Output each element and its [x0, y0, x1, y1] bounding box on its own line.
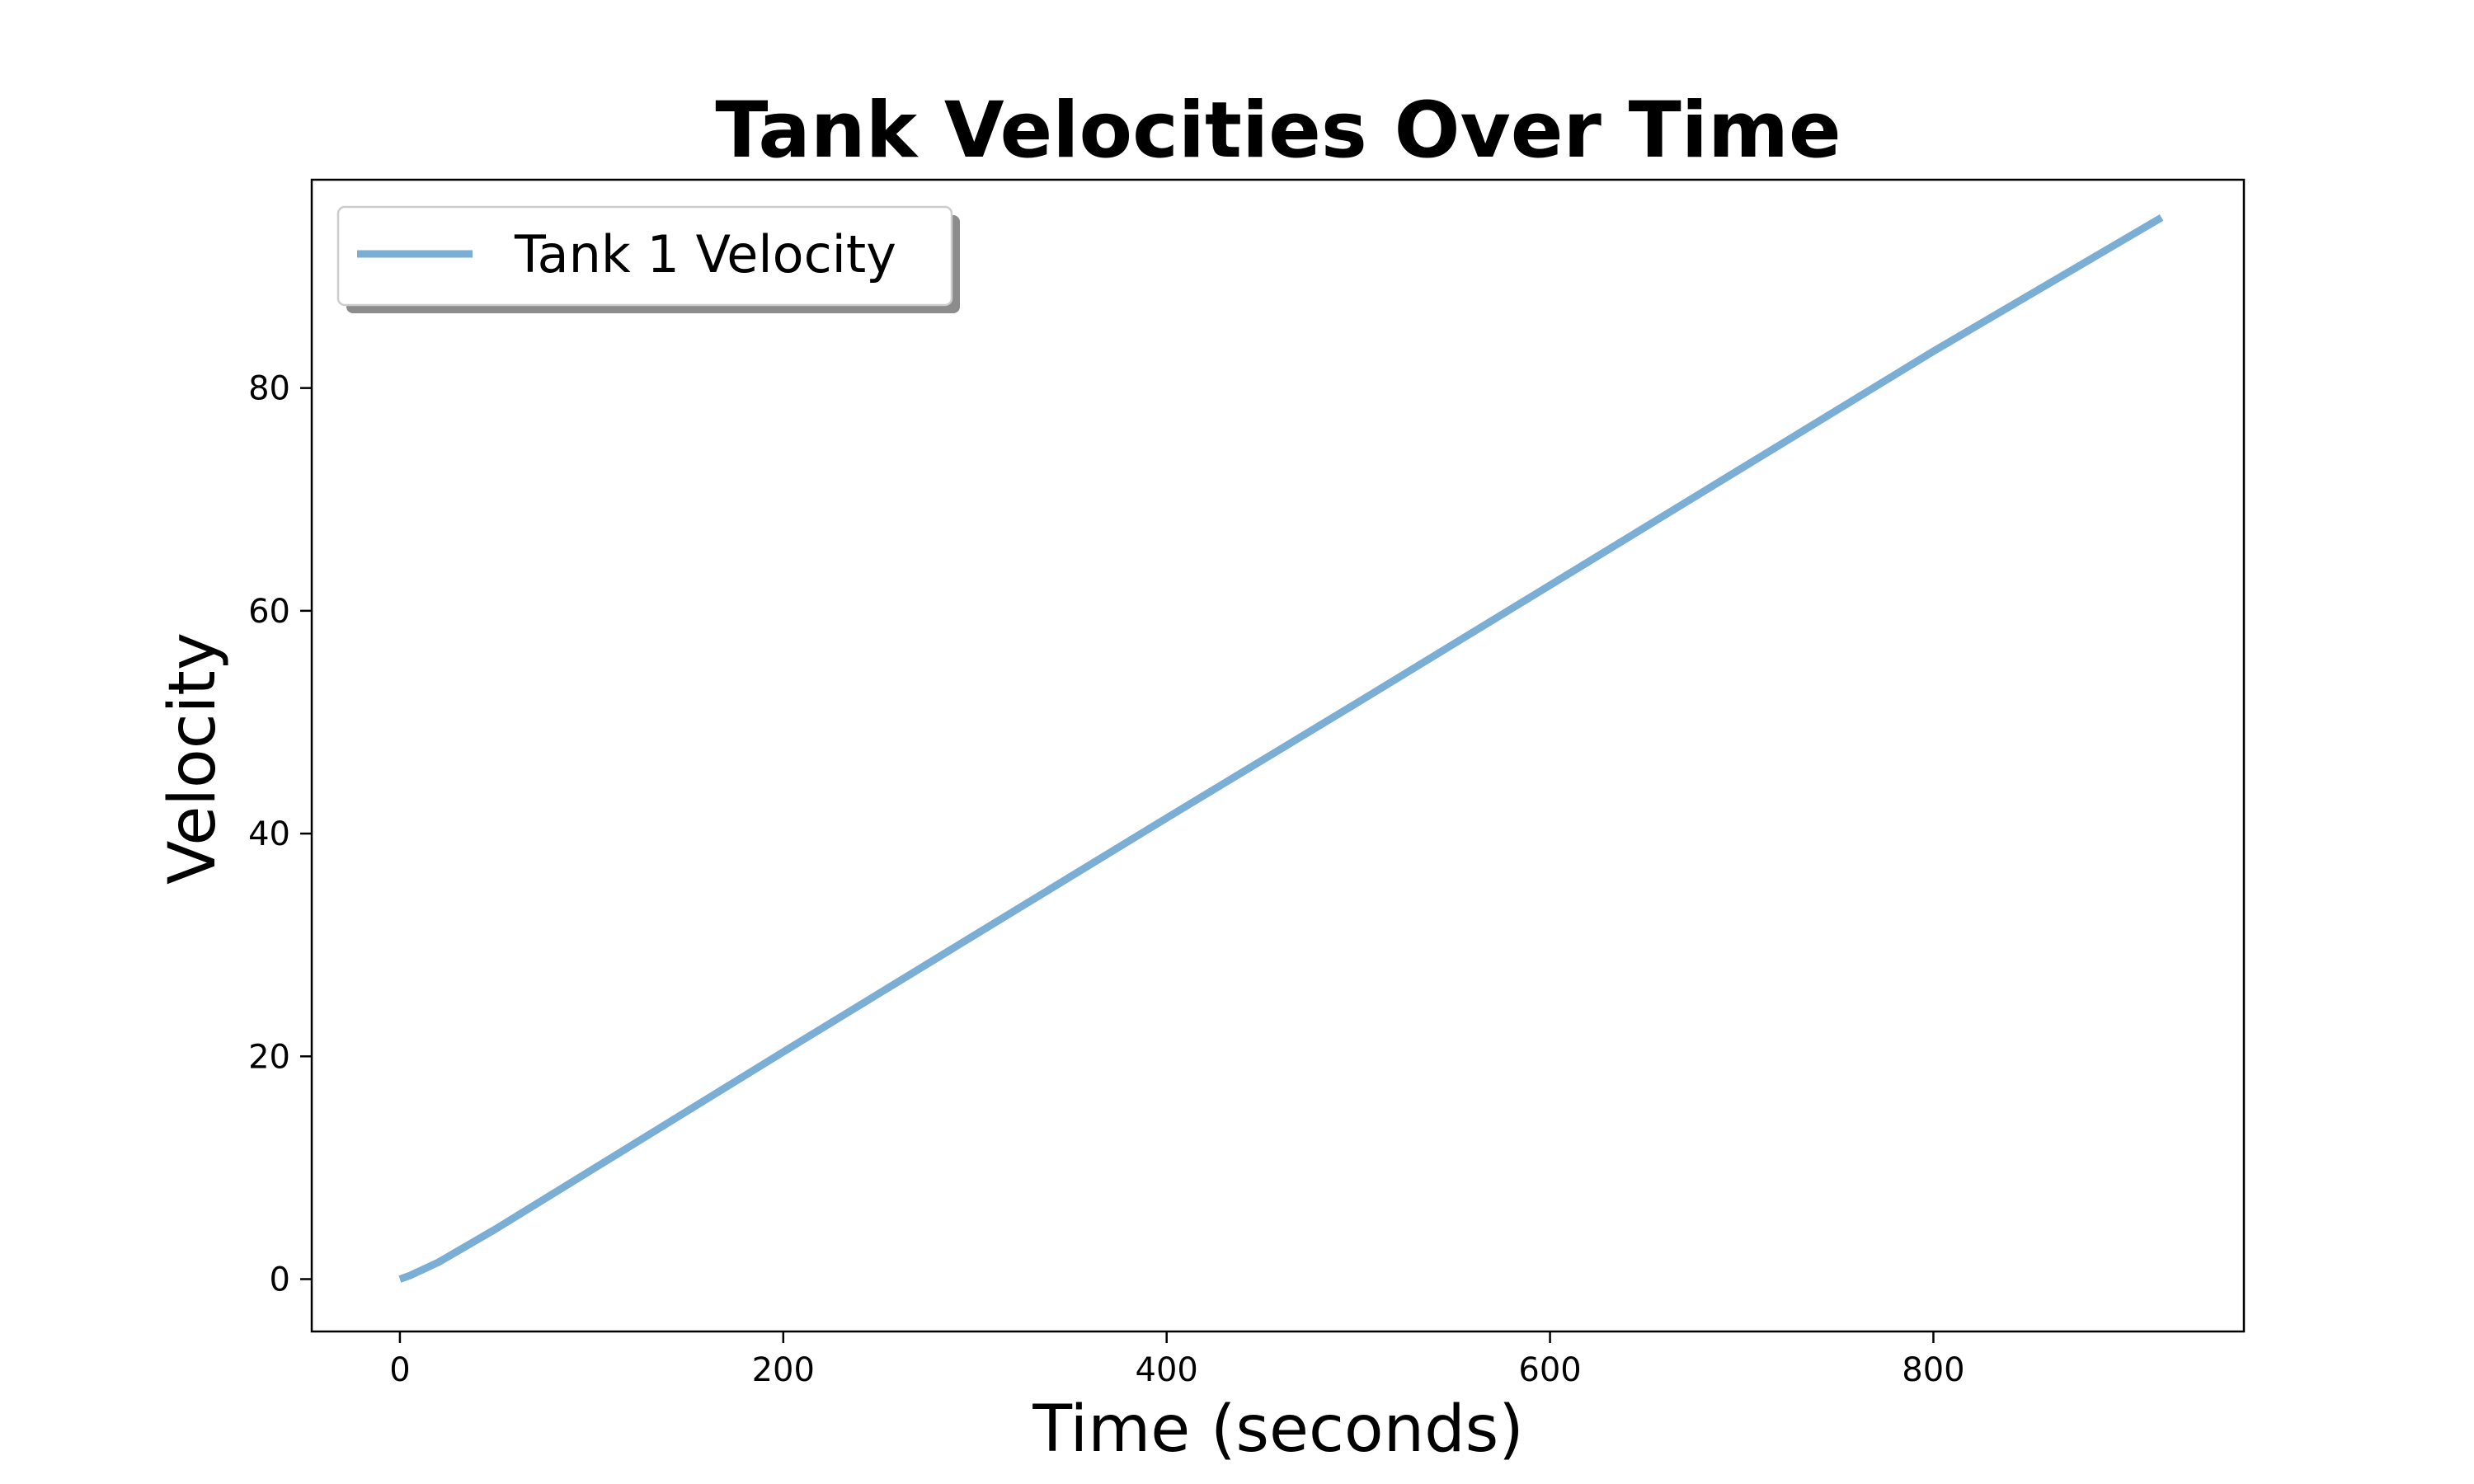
x-tick-label: 400 [1136, 1351, 1198, 1389]
x-tick-label: 600 [1518, 1351, 1581, 1389]
plot-frame [310, 178, 2246, 1333]
x-tick-label: 800 [1902, 1351, 1964, 1389]
chart-title: Tank Velocities Over Time [715, 86, 1841, 176]
y-tick-label: 40 [248, 815, 290, 853]
axis-ticks: 0 200 400 600 800 0 20 40 60 80 [248, 370, 1965, 1389]
x-tick-label: 0 [389, 1351, 410, 1389]
x-axis-label: Time (seconds) [1032, 1392, 1523, 1467]
y-tick-label: 0 [270, 1261, 290, 1299]
legend-box [336, 205, 953, 307]
series-layer [398, 214, 2164, 1283]
legend: Tank 1 Velocity [336, 205, 960, 313]
y-axis-label: Velocity [156, 632, 230, 885]
x-tick-label: 200 [752, 1351, 815, 1389]
series-line-0 [398, 214, 2164, 1283]
y-tick-label: 60 [248, 593, 290, 631]
y-tick-label: 20 [248, 1038, 290, 1076]
legend-label: Tank 1 Velocity [514, 224, 896, 284]
y-tick-label: 80 [248, 370, 290, 408]
